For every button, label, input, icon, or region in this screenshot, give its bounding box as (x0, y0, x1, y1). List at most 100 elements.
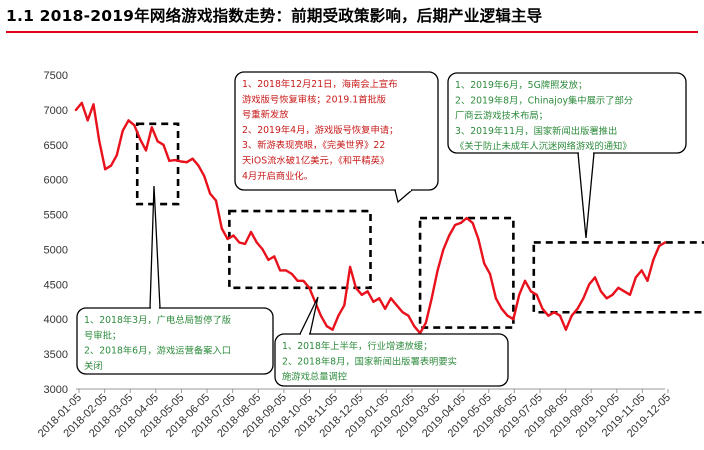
data-point (477, 237, 480, 241)
annotation-callout: 1、2018年上半年，行业增速放缓； 2、2018年8月，国家新闻出版署表明要实施… (274, 296, 509, 387)
data-point (273, 255, 276, 258)
callout-line: 天iOS流水破1亿美元，《和平精英》 (242, 155, 389, 167)
data-point (652, 258, 655, 262)
data-point (121, 129, 124, 132)
data-point (197, 164, 200, 167)
data-point (214, 199, 218, 202)
data-point (518, 293, 521, 296)
data-point (488, 272, 492, 275)
callout-line: 2、2018年6月，游戏运营备案入口 (84, 345, 231, 357)
data-point (284, 269, 288, 272)
highlight-boxes (135, 122, 704, 329)
data-point (80, 101, 83, 105)
data-point (535, 293, 538, 296)
callout-line: 1、2018年上半年，行业增速放缓； (282, 340, 432, 352)
data-point (156, 140, 159, 143)
highlight-box (532, 241, 704, 314)
y-tick-label: 4000 (44, 314, 68, 326)
data-point (448, 234, 451, 237)
data-point (663, 241, 667, 244)
data-point (255, 241, 258, 244)
y-tick-label: 5000 (44, 244, 68, 256)
data-point (634, 276, 637, 279)
data-point (296, 279, 299, 282)
data-point (319, 314, 323, 317)
callout-line: 《关于防止未成年人沉迷网络游戏的通知》 (455, 140, 632, 152)
callout-line: 1、2018年12月21日，海南会上宣布 (242, 78, 398, 90)
data-point (174, 159, 177, 162)
callout-line: 2、2018年8月，国家新闻出版署表明要实 (282, 355, 457, 367)
data-point (553, 311, 556, 314)
data-point (628, 293, 632, 296)
data-point (331, 328, 334, 331)
callout-line: 施游戏总量调控 (282, 371, 347, 383)
data-point (646, 279, 649, 282)
title-underline (6, 31, 698, 33)
callout-pointer (577, 152, 595, 239)
callout-pointer (298, 296, 319, 335)
callout-line: 3、新游表现亮眼，《完美世界》22 (242, 139, 385, 151)
highlight-box (228, 209, 372, 290)
data-point (354, 286, 358, 289)
callout-line: 3、2019年11月，国家新闻出版署推出 (455, 125, 617, 137)
data-point (588, 283, 591, 286)
data-point (203, 175, 206, 178)
data-point (337, 314, 340, 317)
y-tick-label: 3500 (44, 349, 68, 361)
data-point (185, 161, 188, 164)
data-point (220, 227, 223, 230)
y-tick-label: 4500 (44, 279, 68, 291)
data-point (209, 192, 212, 195)
callout-box (234, 71, 439, 191)
highlight-box (418, 216, 515, 329)
page-title: 1.1 2018-2019年网络游戏指数走势：前期受政策影响，后期产业逻辑主导 (6, 7, 543, 25)
data-point (558, 314, 562, 317)
title-bar: 1.1 2018-2019年网络游戏指数走势：前期受政策影响，后期产业逻辑主导 (6, 4, 698, 34)
data-point (401, 311, 404, 314)
data-point (436, 269, 439, 272)
data-point (308, 286, 311, 289)
data-point (162, 143, 165, 146)
data-point (617, 286, 620, 289)
callout-line: 游戏版号恢复审核；2019.1首批版 (242, 93, 386, 105)
data-point (343, 304, 346, 307)
data-point (611, 293, 614, 296)
data-point (302, 279, 305, 282)
data-point (109, 164, 113, 167)
data-point (389, 297, 393, 300)
data-point (506, 314, 509, 317)
data-point (238, 241, 241, 244)
data-point (658, 244, 661, 248)
y-tick-label: 6500 (44, 140, 68, 152)
callout-box (447, 72, 687, 154)
y-tick-label: 7000 (44, 105, 68, 117)
data-point (98, 140, 101, 143)
annotation-callout: 1、2019年6月，5G牌照发放； 2、2019年8月，Chinajoy集中展示了… (447, 72, 687, 239)
data-point (512, 318, 515, 321)
data-point (430, 297, 433, 300)
data-point (541, 307, 544, 310)
data-point (127, 119, 130, 122)
callout-line: 1、2018年3月，广电总局暂停了版 (84, 314, 231, 326)
callout-line: 2、2019年4月，游戏版号恢复申请； (242, 124, 398, 136)
annotation-callout: 1、2018年12月21日，海南会上宣布游戏版号恢复审核；2019.1首批版号重… (234, 71, 439, 204)
callout-box (274, 333, 509, 387)
data-point (249, 230, 253, 234)
data-point (529, 290, 532, 293)
data-point (366, 290, 369, 293)
data-point (395, 304, 398, 307)
data-point (244, 242, 247, 245)
data-point (413, 325, 416, 328)
data-point (360, 293, 363, 296)
data-point (104, 168, 107, 171)
callout-line: 关闭 (84, 360, 103, 372)
data-point (547, 314, 550, 317)
data-point (261, 248, 264, 251)
data-point (494, 297, 497, 300)
y-tick-label: 6000 (44, 175, 68, 187)
data-point (325, 325, 328, 328)
data-point (459, 221, 462, 225)
data-point (267, 258, 270, 262)
